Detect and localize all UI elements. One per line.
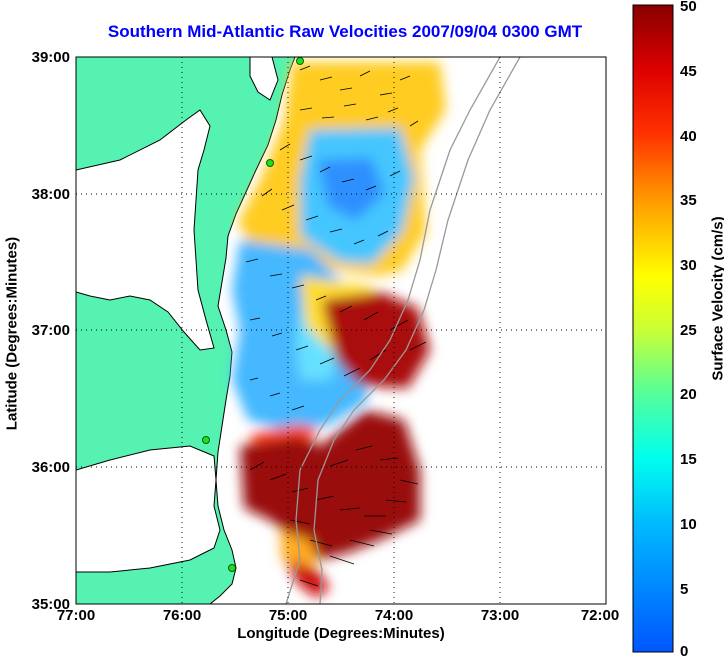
map-grid (76, 57, 606, 604)
colorbar-tick-label: 15 (680, 451, 697, 468)
x-tick-label: 76:00 (163, 607, 201, 624)
colorbar (632, 4, 674, 653)
colorbar-tick-label: 5 (680, 581, 688, 598)
x-axis-ticks: 77:00 76:00 75:00 74:00 73:00 72:00 (57, 607, 619, 624)
y-tick-label: 35:00 (32, 596, 70, 613)
colorbar-tick-label: 10 (680, 516, 697, 533)
delaware-bay (249, 57, 279, 101)
colorbar-tick-label: 45 (680, 63, 697, 80)
chesapeake-bay (76, 109, 215, 351)
y-axis-ticks: 39:00 38:00 37:00 36:00 35:00 (32, 49, 70, 613)
y-tick-label: 37:00 (32, 322, 70, 339)
y-tick-label: 36:00 (32, 459, 70, 476)
radar-site-marker (266, 159, 274, 167)
pamlico-sound (76, 445, 221, 573)
x-tick-label: 74:00 (375, 607, 413, 624)
x-tick-label: 72:00 (581, 607, 619, 624)
radar-site-marker (202, 436, 210, 444)
colorbar-tick-label: 20 (680, 386, 697, 403)
velocity-field (232, 62, 446, 598)
radar-site-marker (228, 564, 236, 572)
colorbar-tick-label: 40 (680, 128, 697, 145)
colorbar-tick-label: 35 (680, 192, 697, 209)
y-tick-label: 39:00 (32, 49, 70, 66)
x-tick-label: 77:00 (57, 607, 95, 624)
x-tick-label: 73:00 (481, 607, 519, 624)
x-axis-label: Longitude (Degrees:Minutes) (237, 625, 445, 642)
colorbar-tick-label: 50 (680, 0, 697, 15)
colorbar-tick-label: 30 (680, 257, 697, 274)
radar-site-marker (296, 57, 304, 65)
plot-border (75, 56, 607, 605)
radar-sites (202, 57, 304, 572)
y-tick-label: 38:00 (32, 186, 70, 203)
x-tick-label: 75:00 (269, 607, 307, 624)
colorbar-tick-label: 25 (680, 322, 697, 339)
colorbar-ticks: 50 45 40 35 30 25 20 15 10 5 0 (680, 0, 697, 659)
map-title: Southern Mid-Atlantic Raw Velocities 200… (107, 22, 583, 41)
colorbar-tick-label: 0 (680, 643, 688, 659)
bathymetry-contours (285, 57, 521, 604)
